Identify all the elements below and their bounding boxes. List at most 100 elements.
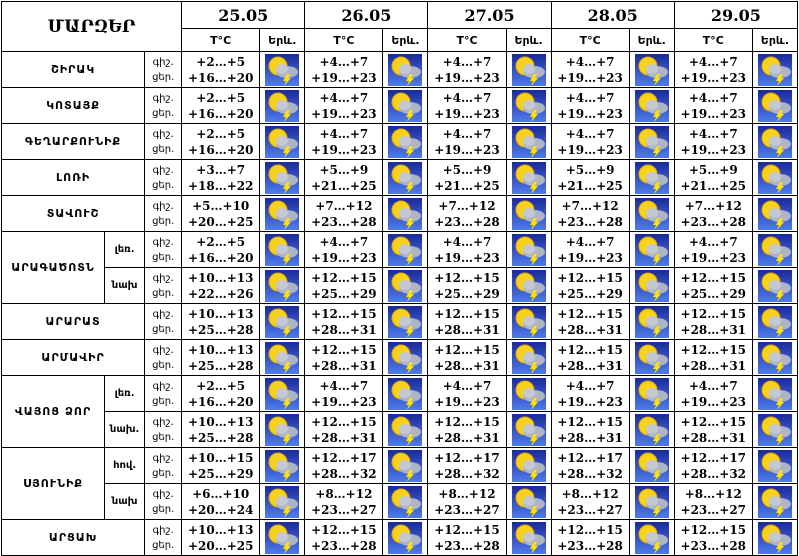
weather-icon [634,233,669,266]
night-temp: +4…+7 [688,126,738,141]
night-temp: +4…+7 [688,90,738,105]
subregion: նախ [104,483,146,520]
night-temp: +4…+7 [442,126,492,141]
weather-icon [757,125,792,158]
weather-icon [634,89,669,122]
region-row: ԱՐԱԳԱԾՈՏՆ լեռ. գիշ. ցեր. +2…+5 +16…+20 +4…+7 +1… [0,231,799,304]
day-temp: +25…+28 [187,430,254,445]
weather-icon-cell [382,447,429,484]
day-temp: +23…+27 [680,502,747,517]
temperature: +12…+15 +28…+31 [550,411,630,448]
weather-icon-cell [628,87,675,124]
night-temp: +5…+9 [319,162,369,177]
night-temp: +12…+15 [557,306,623,321]
day-temp: +23…+27 [311,502,377,517]
day-temp: +19…+23 [311,394,377,409]
weather-icon [265,233,300,266]
weather-icon [511,269,546,302]
day-temp: +23…+28 [680,538,747,553]
day-temp: +19…+23 [680,250,747,265]
time-labels: գիշ. ցեր. [144,519,183,556]
temperature: +4…+7 +19…+23 [427,231,507,268]
night-temp: +2…+5 [196,234,246,249]
night-temp: +12…+17 [311,450,377,465]
region-row: ԿՈՏԱՅՔ գիշ. ցեր. +2…+5 +16…+20 +4…+7 +19…+23 +4… [0,87,799,124]
day-temp: +16…+20 [187,70,254,85]
night-temp: +12…+17 [557,450,623,465]
weather-icon [511,341,546,374]
night-temp: +4…+7 [319,90,369,105]
weather-icon [634,305,669,338]
night-temp: +5…+9 [688,162,738,177]
day-temp: +28…+31 [434,430,500,445]
weather-icon-cell [382,159,429,196]
day-temp: +25…+29 [311,286,377,301]
weather-icon-cell [751,339,799,376]
weather-icon-cell [505,411,552,448]
weather-icon-cell [628,195,675,232]
night-temp: +4…+7 [319,126,369,141]
weather-icon [388,233,423,266]
temperature: +12…+15 +28…+31 [550,339,630,376]
temperature: +12…+15 +25…+29 [673,267,753,304]
weather-icon-cell [259,87,306,124]
weather-icon [757,449,792,482]
day-temp: +28…+31 [680,430,747,445]
day-temp: +28…+31 [434,322,500,337]
weather-icon-cell [505,519,552,556]
weather-icon [634,125,669,158]
day-label: ցեր. [152,107,175,119]
temperature: +10…+13 +25…+28 [181,411,261,448]
temperature: +12…+15 +23…+28 [673,519,753,556]
day-temp: +19…+23 [311,142,377,157]
weather-icon-cell [505,267,552,304]
night-temp: +7…+12 [438,198,496,213]
weather-icon-cell [628,447,675,484]
temperature: +5…+9 +21…+25 [427,159,507,196]
region-row: ԱՐԱՐԱՏ գիշ. ցեր. +10…+13 +25…+28 +12…+15 +28…+… [0,303,799,340]
night-temp: +12…+15 [311,306,377,321]
time-labels: գիշ. ցեր. [144,159,183,196]
weather-icon-cell [382,339,429,376]
region-name: ՎԱՅՈՑ ՁՈՐ [0,375,106,448]
day-temp: +19…+23 [680,142,747,157]
day-label: ցեր. [152,71,175,83]
temperature: +4…+7 +19…+23 [550,87,630,124]
night-temp: +4…+7 [442,378,492,393]
night-label: գիշ. [152,308,174,320]
weather-icon-cell [505,123,552,160]
temperature: +10…+15 +25…+29 [181,447,261,484]
weather-icon-cell [259,267,306,304]
temp-label: T°C [673,28,753,52]
day-temp: +28…+31 [311,430,377,445]
weather-icon-cell [505,303,552,340]
day-label: ցեր. [152,143,175,155]
day-label: ցեր. [152,395,175,407]
night-temp: +2…+5 [196,54,246,69]
day-temp: +19…+23 [434,250,500,265]
weather-icon-cell [628,159,675,196]
weather-icon [634,413,669,446]
night-temp: +12…+15 [557,522,623,537]
weather-icon-cell [628,51,675,88]
weather-icon-cell [751,51,799,88]
night-temp: +10…+13 [187,342,254,357]
night-temp: +12…+17 [434,450,500,465]
subregion: նախ. [104,411,146,448]
weather-icon [757,413,792,446]
region-name: ՇԻՐԱԿ [0,51,146,88]
temperature: +7…+12 +23…+28 [673,195,753,232]
night-temp: +12…+15 [311,414,377,429]
weather-icon [265,521,300,554]
weather-icon-cell [382,123,429,160]
night-temp: +5…+10 [192,198,250,213]
weather-icon [511,485,546,518]
time-labels: գիշ. ցեր. [144,447,183,484]
temperature: +4…+7 +19…+23 [304,375,384,412]
night-temp: +12…+15 [434,414,500,429]
region-name: ԿՈՏԱՅՔ [0,87,146,124]
weather-icon-cell [382,195,429,232]
weather-icon [388,521,423,554]
day-temp: +23…+28 [434,214,500,229]
